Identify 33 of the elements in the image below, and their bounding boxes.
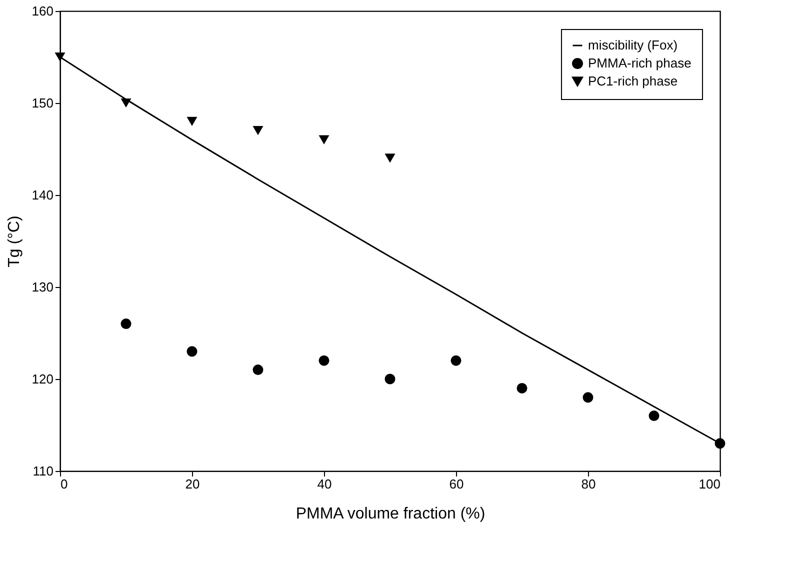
point [648, 410, 660, 422]
y-tick-label: 110 [32, 464, 54, 478]
y-tick-label: 140 [32, 188, 54, 202]
point [318, 355, 330, 366]
point [120, 318, 132, 330]
y-tick-label: 160 [32, 4, 54, 18]
x-tick-label: 60 [449, 476, 464, 492]
point [714, 438, 726, 449]
point [186, 346, 198, 357]
legend-label: PC1-rich phase [588, 74, 678, 88]
point [384, 374, 396, 384]
legend-label: PMMA-rich phase [588, 56, 692, 70]
x-tick-label: 80 [581, 476, 596, 492]
point [516, 382, 528, 394]
y-tick-label: 120 [32, 372, 54, 386]
point [450, 355, 462, 366]
point [582, 392, 594, 403]
point [384, 154, 396, 163]
x-tick-label: 20 [185, 476, 200, 492]
legend-label: miscibility (Fox) [588, 38, 678, 52]
y-tick-label: 130 [32, 280, 54, 294]
x-tick-label: 0 [60, 476, 68, 492]
y-axis-title: Tg (°C) [6, 216, 23, 268]
point [120, 98, 132, 108]
point [318, 135, 330, 144]
point [186, 116, 198, 126]
y-tick-label: 150 [32, 96, 54, 110]
point [54, 52, 66, 62]
point [252, 126, 264, 136]
x-tick-label: 100 [698, 476, 720, 492]
x-axis-title: PMMA volume fraction (%) [296, 506, 486, 522]
x-tick-label: 40 [317, 476, 332, 492]
point [252, 364, 264, 376]
